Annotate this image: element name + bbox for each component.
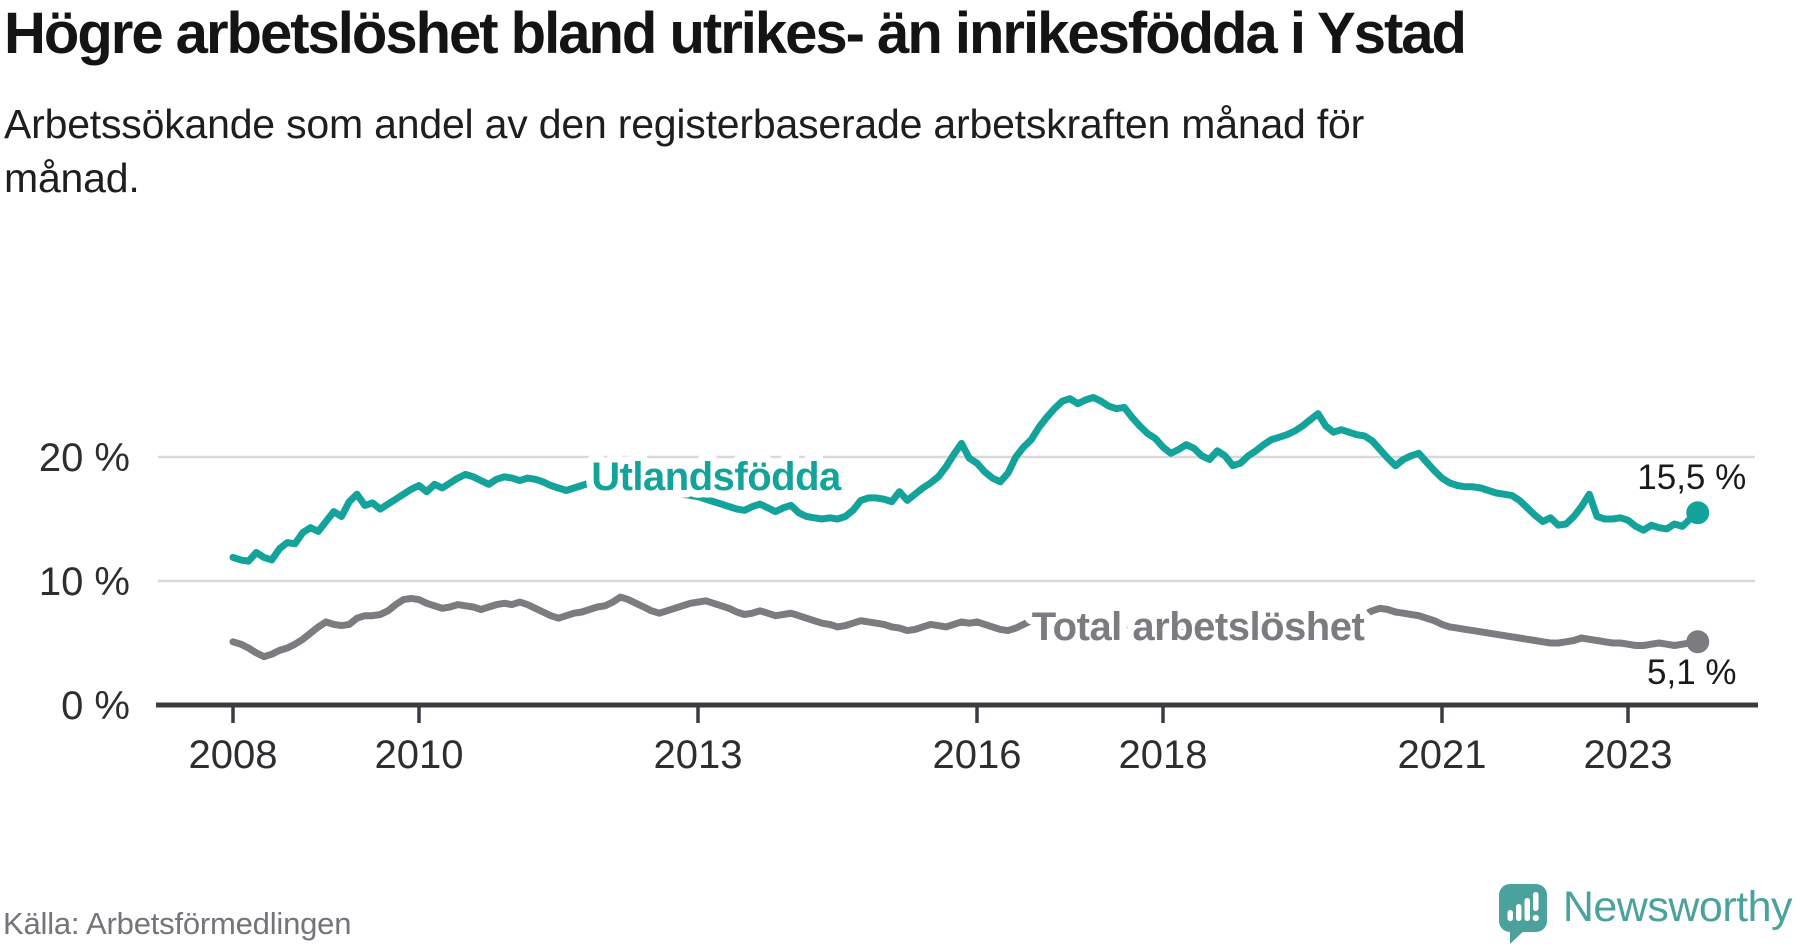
y-tick-label-0: 0 % xyxy=(61,684,130,728)
speech-bubble-tail xyxy=(1509,926,1527,944)
x-tick-label-2010: 2010 xyxy=(375,733,464,777)
newsworthy-logo-icon xyxy=(1498,884,1547,944)
x-tick-label-2008: 2008 xyxy=(189,733,278,777)
series-end-value-total-arbetsl-shet: 5,1 % xyxy=(1647,653,1737,692)
chart-header: Högre arbetslöshet bland utrikes- än inr… xyxy=(4,1,1704,205)
x-tick-label-2021: 2021 xyxy=(1398,733,1487,777)
series-endpoint-dot-utlandsf-dda xyxy=(1686,501,1710,525)
source-note: Källa: Arbetsförmedlingen xyxy=(3,906,352,941)
series-label-total-arbetsl-shet: Total arbetslöshet xyxy=(1032,605,1365,649)
series-end-value-utlandsf-dda: 15,5 % xyxy=(1637,458,1746,497)
y-tick-label-10: 10 % xyxy=(39,560,130,604)
page-title: Högre arbetslöshet bland utrikes- än inr… xyxy=(4,1,1467,66)
brand-wordmark: Newsworthy xyxy=(1562,882,1793,931)
bar-small xyxy=(1507,910,1513,921)
series-label-utlandsf-dda: Utlandsfödda xyxy=(591,455,842,499)
series-line-total-arbetsl-shet xyxy=(229,593,1702,661)
exclamation-bar xyxy=(1532,892,1539,911)
chart-subtitle: Arbetssökande som andel av den registerb… xyxy=(4,100,1365,202)
x-tick-label-2013: 2013 xyxy=(654,733,743,777)
bar-medium xyxy=(1515,904,1522,921)
x-tick-label-2023: 2023 xyxy=(1584,733,1673,777)
exclamation-dot xyxy=(1532,914,1539,922)
bar-tall xyxy=(1524,898,1530,921)
series-line-utlandsf-dda xyxy=(229,394,1702,565)
series-endpoint-dot-total-arbetsl-shet xyxy=(1686,630,1710,654)
y-tick-label-20: 20 % xyxy=(39,436,130,480)
newsworthy-brand: Newsworthy xyxy=(1497,882,1793,946)
x-tick-label-2016: 2016 xyxy=(933,733,1022,777)
x-tick-label-2018: 2018 xyxy=(1119,733,1208,777)
